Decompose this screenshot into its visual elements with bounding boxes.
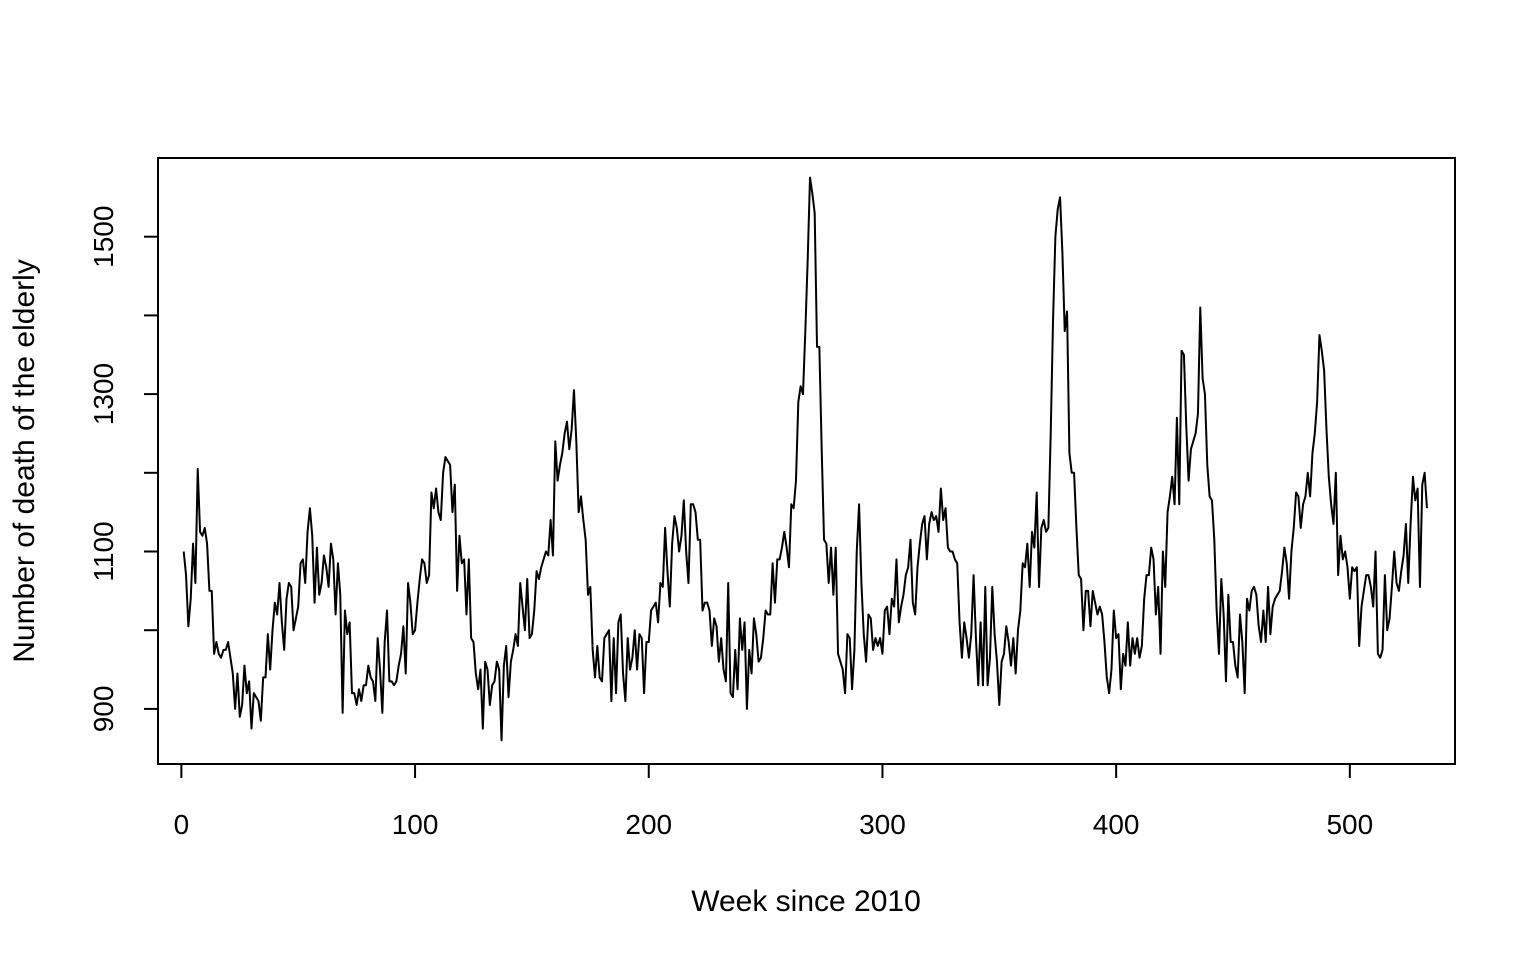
x-tick-label: 100 [392, 809, 439, 840]
y-tick-label: 1300 [88, 363, 119, 425]
series-line [182, 176, 1428, 742]
x-tick-label: 400 [1093, 809, 1140, 840]
x-tick-label: 200 [625, 809, 672, 840]
y-tick-label: 1500 [88, 206, 119, 268]
y-tick-label: 900 [88, 686, 119, 733]
x-tick-label: 0 [174, 809, 190, 840]
y-tick-label: 1100 [88, 521, 119, 581]
y-axis: 900 1100 1300 1500 [88, 206, 159, 733]
y-axis-title: Number of death of the elderly [8, 259, 41, 663]
x-axis: 0 100 200 300 400 500 [174, 763, 1373, 840]
x-tick-label: 500 [1326, 809, 1373, 840]
x-tick-label: 300 [859, 809, 906, 840]
plot-frame [157, 157, 1456, 765]
x-axis-title: Week since 2010 [691, 885, 921, 918]
